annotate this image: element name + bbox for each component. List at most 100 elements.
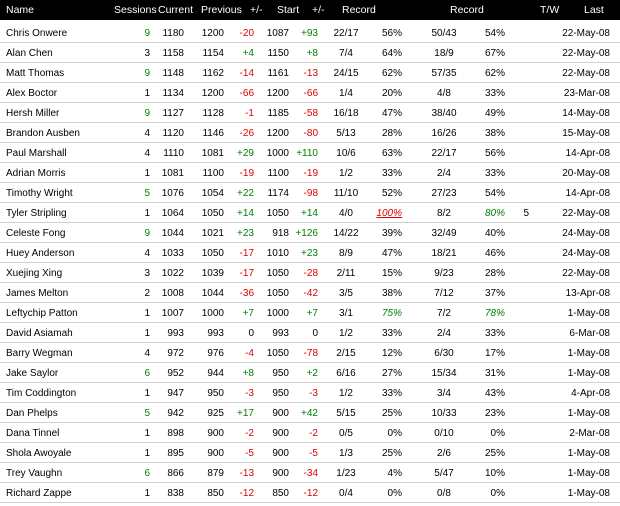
cell-pct2: 37%	[484, 288, 505, 299]
cell-last: 22-May-08	[562, 48, 610, 59]
header-current[interactable]: Current	[158, 4, 194, 16]
cell-pct1: 25%	[381, 448, 402, 459]
cell-diff2: -34	[303, 468, 318, 479]
cell-name: Huey Anderson	[6, 248, 75, 259]
cell-start: 900	[272, 408, 289, 419]
cell-diff2: -80	[303, 128, 318, 139]
cell-current: 952	[167, 368, 184, 379]
cell-pct1: 56%	[381, 28, 402, 39]
cell-sessions: 2	[144, 288, 150, 299]
cell-name: Matt Thomas	[6, 68, 65, 79]
header-record-overall[interactable]: Record	[450, 4, 484, 16]
cell-sessions: 1	[144, 448, 150, 459]
table-row[interactable]: Timothy Wright 5 1076 1054 +22 1174 -98 11/10 52…	[0, 183, 620, 203]
table-row[interactable]: Leftychip Patton 1 1007 1000 +7 1000 +7 3/1 75% 7…	[0, 303, 620, 323]
table-row[interactable]: Chris Onwere 9 1180 1200 -20 1087 +93 22/17 56% 5…	[0, 23, 620, 43]
cell-name: Trey Vaughn	[6, 468, 63, 479]
cell-current: 1081	[161, 168, 184, 179]
header-start[interactable]: Start	[277, 4, 300, 16]
table-row[interactable]: Alex Boctor 1 1134 1200 -66 1200 -66 1/4 20% 4/8 3…	[0, 83, 620, 103]
cell-previous: 993	[207, 328, 224, 339]
table-row[interactable]: Barry Wegman 4 972 976 -4 1050 -78 2/15 12% 6/30 1…	[0, 343, 620, 363]
cell-pct1: 33%	[381, 168, 402, 179]
table-row[interactable]: Dan Phelps 5 942 925 +17 900 +42 5/15 25% 10/33 23…	[0, 403, 620, 423]
table-row[interactable]: Richard Zappe 1 838 850 -12 850 -12 0/4 0% 0/8 0% 1…	[0, 483, 620, 503]
cell-last: 1-May-08	[567, 488, 610, 499]
header-name[interactable]: Name	[6, 4, 35, 16]
table-row[interactable]: Matt Thomas 9 1148 1162 -14 1161 -13 24/15 62% 57…	[0, 63, 620, 83]
header-previous[interactable]: Previous	[201, 4, 242, 16]
cell-previous: 1081	[201, 148, 224, 159]
cell-sessions: 9	[144, 28, 150, 39]
table-row[interactable]: Dana Tinnel 1 898 900 -2 900 -2 0/5 0% 0/10 0% 2-Ma…	[0, 423, 620, 443]
table-row[interactable]: Tim Coddington 1 947 950 -3 950 -3 1/2 33% 3/4 43%…	[0, 383, 620, 403]
cell-diff2: +23	[301, 248, 318, 259]
header-sessions[interactable]: Sessions	[114, 4, 157, 16]
cell-name: Hersh Miller	[6, 108, 60, 119]
cell-last: 2-Mar-08	[569, 428, 610, 439]
standings-table-body: Chris Onwere 9 1180 1200 -20 1087 +93 22/17 56% 5…	[0, 23, 620, 503]
header-last[interactable]: Last	[584, 4, 604, 16]
cell-start: 1000	[266, 148, 289, 159]
cell-rec1: 8/9	[339, 248, 353, 259]
cell-last: 14-Apr-08	[565, 148, 610, 159]
cell-name: Dana Tinnel	[6, 428, 60, 439]
cell-diff1: -17	[239, 248, 254, 259]
cell-last: 6-Mar-08	[569, 328, 610, 339]
cell-name: Tim Coddington	[6, 388, 77, 399]
cell-last: 22-May-08	[562, 268, 610, 279]
cell-name: Richard Zappe	[6, 488, 72, 499]
cell-last: 22-May-08	[562, 28, 610, 39]
cell-rec1: 4/0	[339, 208, 353, 219]
cell-rec2: 0/8	[437, 488, 451, 499]
cell-pct2: 10%	[484, 468, 505, 479]
header-record-session[interactable]: Record	[342, 4, 376, 16]
cell-start: 1161	[267, 68, 289, 79]
cell-pct2: 0%	[490, 488, 505, 499]
header-diff-start[interactable]: +/-	[312, 4, 325, 16]
table-row[interactable]: Paul Marshall 4 1110 1081 +29 1000 +110 10/6 63%…	[0, 143, 620, 163]
cell-diff1: -20	[239, 28, 254, 39]
table-row[interactable]: James Melton 2 1008 1044 -36 1050 -42 3/5 38% 7/1…	[0, 283, 620, 303]
cell-pct1: 20%	[381, 88, 402, 99]
cell-name: Brandon Ausben	[6, 128, 80, 139]
cell-rec1: 7/4	[339, 48, 353, 59]
cell-previous: 1050	[201, 208, 224, 219]
cell-sessions: 1	[144, 308, 150, 319]
cell-last: 20-May-08	[562, 168, 610, 179]
cell-previous: 944	[207, 368, 224, 379]
cell-last: 24-May-08	[562, 228, 610, 239]
table-row[interactable]: Hersh Miller 9 1127 1128 -1 1185 -58 16/18 47% 38…	[0, 103, 620, 123]
cell-start: 850	[272, 488, 289, 499]
header-tw[interactable]: T/W	[540, 4, 560, 16]
table-row[interactable]: Adrian Morris 1 1081 1100 -19 1100 -19 1/2 33% 2/…	[0, 163, 620, 183]
cell-last: 1-May-08	[567, 308, 610, 319]
table-row[interactable]: Huey Anderson 4 1033 1050 -17 1010 +23 8/9 47% 18…	[0, 243, 620, 263]
table-row[interactable]: Tyler Stripling 1 1064 1050 +14 1050 +14 4/0 100…	[0, 203, 620, 223]
cell-pct2: 33%	[484, 328, 505, 339]
cell-rec1: 1/4	[339, 88, 353, 99]
table-row[interactable]: Jake Saylor 6 952 944 +8 950 +2 6/16 27% 15/34 31%…	[0, 363, 620, 383]
table-row[interactable]: David Asiamah 1 993 993 0 993 0 1/2 33% 2/4 33% 6-M…	[0, 323, 620, 343]
table-row[interactable]: Xuejing Xing 3 1022 1039 -17 1050 -28 2/11 15% 9/…	[0, 263, 620, 283]
cell-name: Barry Wegman	[6, 348, 73, 359]
cell-previous: 1044	[201, 288, 224, 299]
table-row[interactable]: Shola Awoyale 1 895 900 -5 900 -5 1/3 25% 2/6 25% 1…	[0, 443, 620, 463]
table-row[interactable]: Trey Vaughn 6 866 879 -13 900 -34 1/23 4% 5/47 10%…	[0, 463, 620, 483]
table-row[interactable]: Alan Chen 3 1158 1154 +4 1150 +8 7/4 64% 18/9 67% 2…	[0, 43, 620, 63]
table-row[interactable]: Brandon Ausben 4 1120 1146 -26 1200 -80 5/13 28%…	[0, 123, 620, 143]
cell-pct1: 47%	[381, 248, 402, 259]
cell-pct2: 54%	[484, 28, 505, 39]
cell-pct1: 38%	[381, 288, 402, 299]
cell-previous: 1054	[201, 188, 224, 199]
cell-current: 1076	[161, 188, 184, 199]
header-diff-previous[interactable]: +/-	[250, 4, 263, 16]
table-row[interactable]: Celeste Fong 9 1044 1021 +23 918 +126 14/22 39% 3…	[0, 223, 620, 243]
cell-pct1: 27%	[381, 368, 402, 379]
cell-pct2: 54%	[484, 188, 505, 199]
cell-previous: 1146	[202, 128, 224, 139]
cell-diff2: +126	[295, 228, 318, 239]
cell-pct2: 31%	[484, 368, 505, 379]
cell-pct2: 67%	[484, 48, 505, 59]
cell-start: 1087	[266, 28, 289, 39]
